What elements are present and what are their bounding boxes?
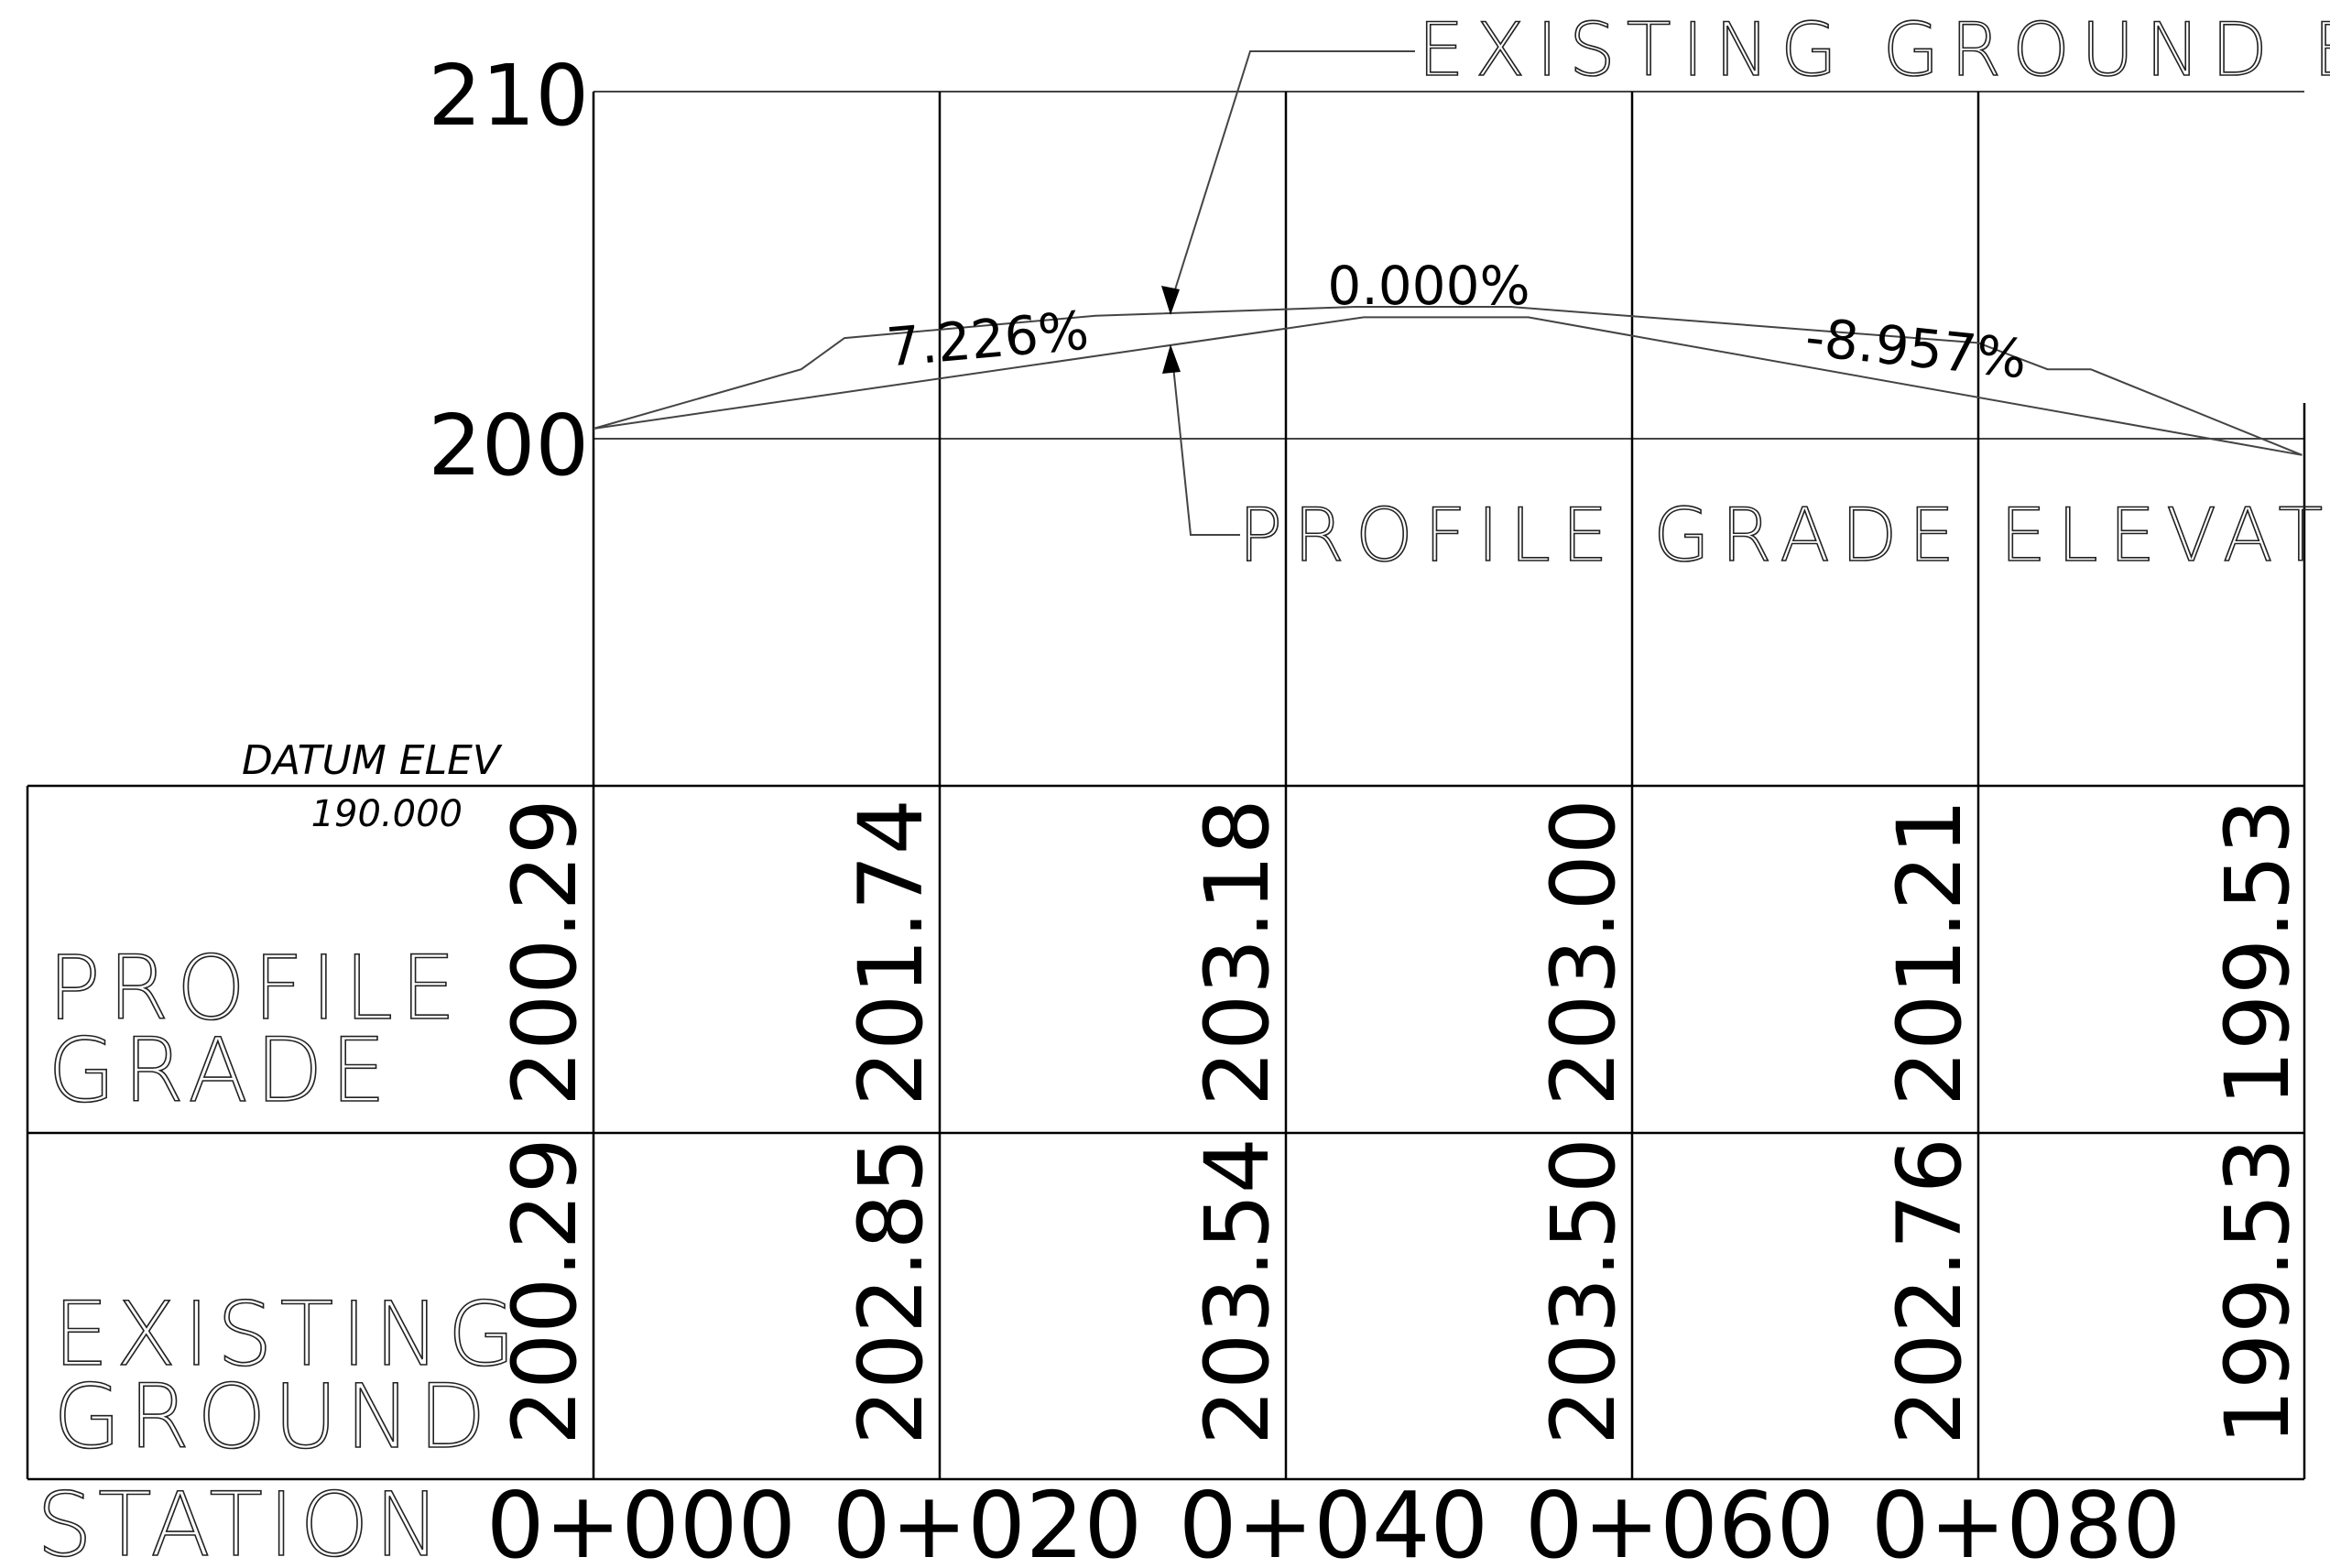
grade-label-down: -8.957% xyxy=(1802,306,2030,391)
existing-ground-values: 200.29 202.85 203.54 203.50 202.76 199.5… xyxy=(494,1138,2309,1445)
profile-grade-value: 199.53 xyxy=(2206,799,2309,1106)
datum-label: DATUM ELEV xyxy=(242,737,503,784)
profile-lines xyxy=(593,306,2303,456)
y-tick-210: 210 xyxy=(428,47,589,145)
station-value: 0+040 xyxy=(1179,1472,1488,1568)
profile-grade-values: 200.29 201.74 203.18 203.00 201.21 199.5… xyxy=(494,799,2309,1106)
profile-grade-callout: PROFILE GRADE ELEVATION xyxy=(1238,493,2330,578)
profile-grade-line xyxy=(593,316,2303,456)
profile-grade-value: 200.29 xyxy=(494,799,596,1106)
existing-ground-row-label-1: EXISTING xyxy=(53,1283,523,1386)
profile-grade-value: 203.00 xyxy=(1532,799,1635,1106)
station-value: 0+080 xyxy=(1871,1472,2181,1568)
y-tick-200: 200 xyxy=(428,397,589,495)
existing-ground-value: 203.50 xyxy=(1532,1138,1635,1445)
profile-grade-value: 201.21 xyxy=(1878,799,1981,1106)
station-value: 0+000 xyxy=(486,1472,796,1568)
profile-grade-value: 201.74 xyxy=(840,799,942,1106)
profile-grade-value: 203.18 xyxy=(1186,799,1289,1106)
profile-plot-frame xyxy=(593,91,2304,440)
station-value: 0+020 xyxy=(833,1472,1142,1568)
existing-ground-callout: EXISTING GROUND ELEVATION xyxy=(1418,7,2330,93)
grade-label-flat: 0.000% xyxy=(1327,255,1530,317)
existing-ground-leader xyxy=(1170,50,1415,305)
grade-label-up: 7.226% xyxy=(884,299,1091,379)
existing-ground-value: 199.53 xyxy=(2206,1138,2309,1445)
existing-ground-value: 203.54 xyxy=(1186,1138,1289,1445)
station-value: 0+060 xyxy=(1525,1472,1835,1568)
existing-ground-line xyxy=(593,306,2303,456)
existing-ground-row-label-2: GROUND xyxy=(53,1366,494,1468)
existing-ground-value: 202.85 xyxy=(840,1138,942,1445)
existing-ground-value: 200.29 xyxy=(494,1138,596,1445)
existing-ground-value: 202.76 xyxy=(1878,1138,1981,1445)
data-table-frame xyxy=(26,784,2304,1481)
datum-value: 190.000 xyxy=(311,793,463,835)
profile-grade-arrowhead xyxy=(1162,344,1181,374)
profile-grade-row-label-1: PROFILE xyxy=(48,937,463,1040)
existing-ground-arrowhead xyxy=(1161,286,1180,315)
profile-grade-leader xyxy=(1171,356,1240,536)
station-row-label: STATION xyxy=(37,1474,446,1568)
profile-grade-row-label-2: GRADE xyxy=(48,1019,393,1122)
station-values: 0+000 0+020 0+040 0+060 0+080 xyxy=(486,1472,2181,1568)
